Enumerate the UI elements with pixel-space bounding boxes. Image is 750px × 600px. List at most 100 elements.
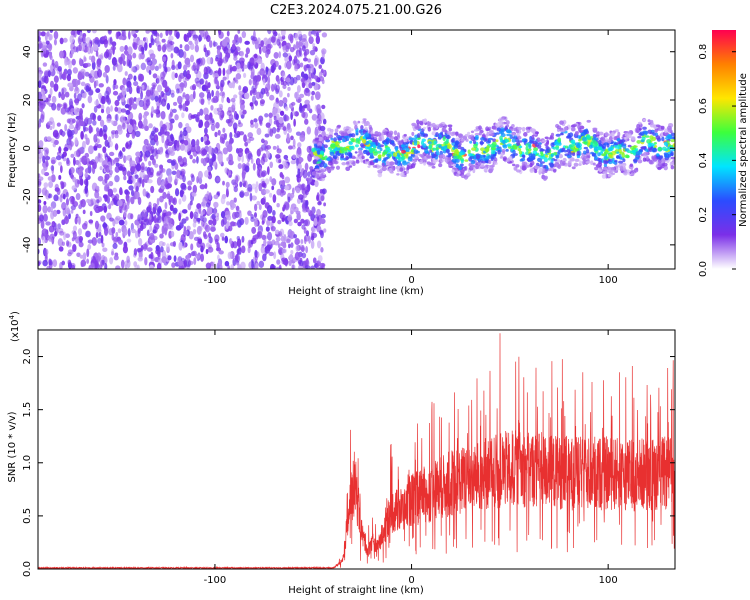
heatmap-cell: [128, 85, 133, 95]
heatmap-cell: [126, 238, 132, 243]
heatmap-cell: [394, 160, 398, 165]
heatmap-cell: [243, 164, 248, 171]
heatmap-cell: [149, 132, 155, 141]
heatmap-cell: [607, 139, 612, 144]
heatmap-cell: [80, 81, 86, 87]
heatmap-cell: [184, 93, 190, 101]
heatmap-cell: [517, 148, 522, 152]
heatmap-cell: [204, 224, 211, 233]
heatmap-cell: [75, 192, 81, 201]
heatmap-cell: [439, 154, 444, 158]
heatmap-cell: [284, 176, 291, 184]
heatmap-cell: [139, 224, 144, 232]
heatmap-cell: [173, 46, 180, 54]
heatmap-cell: [292, 138, 296, 148]
heatmap-cell: [225, 118, 231, 124]
heatmap-cell: [194, 68, 199, 75]
heatmap-cell: [616, 151, 620, 154]
heatmap-cell: [576, 151, 580, 156]
heatmap-cell: [311, 114, 318, 121]
heatmap-cell: [204, 183, 208, 190]
heatmap-cell: [102, 146, 107, 154]
heatmap-cell: [183, 80, 188, 88]
heatmap-cell: [406, 147, 410, 152]
heatmap-cell: [198, 207, 202, 215]
heatmap-cell: [266, 240, 273, 245]
heatmap-cell: [84, 185, 88, 194]
heatmap-cell: [154, 95, 159, 102]
heatmap-cell: [109, 217, 114, 222]
heatmap-cell: [258, 182, 263, 192]
heatmap-cell: [65, 107, 70, 113]
heatmap-cell: [219, 91, 225, 97]
heatmap-cell: [663, 141, 668, 146]
heatmap-cell: [435, 150, 440, 156]
heatmap-cell: [138, 237, 143, 247]
heatmap-cell: [411, 122, 417, 127]
heatmap-cell: [43, 85, 47, 91]
heatmap-cell: [256, 200, 261, 206]
heatmap-cell: [601, 174, 607, 179]
heatmap-cell: [48, 181, 54, 189]
heatmap-cell: [261, 182, 266, 188]
heatmap-cell: [248, 78, 252, 86]
heatmap-cell: [316, 208, 321, 217]
heatmap-cell: [439, 156, 443, 162]
heatmap-cell: [97, 237, 102, 244]
heatmap-cell: [201, 149, 208, 156]
heatmap-cell: [263, 37, 269, 46]
heatmap-cell: [95, 50, 99, 57]
snr-y-ticks: 0.00.51.01.52.0: [22, 349, 675, 577]
heatmap-cell: [251, 237, 257, 244]
heatmap-cell: [145, 30, 151, 34]
heatmap-cell: [315, 32, 320, 37]
heatmap-cell: [80, 262, 84, 268]
heatmap-cell: [562, 129, 566, 133]
heatmap-cell: [412, 137, 417, 141]
heatmap-cell: [639, 149, 643, 152]
heatmap-cell: [119, 189, 123, 196]
heatmap-cell: [303, 50, 307, 59]
heatmap-cell: [158, 63, 162, 69]
heatmap-cell: [111, 41, 117, 47]
heatmap-cell: [157, 212, 161, 221]
heatmap-cell: [243, 191, 250, 197]
heatmap-cell: [67, 262, 73, 269]
heatmap-cell: [539, 151, 544, 155]
heatmap-cell: [494, 123, 498, 128]
heatmap-cell: [389, 161, 395, 166]
heatmap-cell: [74, 97, 80, 106]
heatmap-cell: [616, 154, 620, 159]
heatmap-cell: [329, 151, 335, 156]
heatmap-cell: [243, 64, 248, 69]
heatmap-cell: [295, 40, 299, 50]
heatmap-cell: [502, 144, 508, 149]
heatmap-cell: [354, 124, 358, 130]
heatmap-cell: [594, 166, 599, 171]
heatmap-cell: [488, 159, 492, 165]
heatmap-cell: [83, 55, 86, 63]
heatmap-cell: [509, 145, 515, 150]
heatmap-cell: [175, 31, 180, 39]
heatmap-cell: [47, 121, 53, 126]
heatmap-cell: [229, 64, 233, 73]
heatmap-cell: [212, 95, 219, 104]
heatmap-cell: [154, 203, 158, 211]
heatmap-cell: [276, 203, 280, 208]
heatmap-cell: [176, 169, 180, 178]
heatmap-cell: [567, 160, 572, 166]
heatmap-cell: [228, 225, 233, 232]
heatmap-cell: [542, 167, 546, 173]
heatmap-cell: [393, 136, 398, 141]
heatmap-cell: [79, 31, 83, 39]
heatmap-cell: [464, 165, 468, 171]
heatmap-cell: [423, 118, 428, 124]
heatmap-cell: [110, 130, 117, 135]
heatmap-cell: [224, 167, 229, 174]
heatmap-cell: [251, 261, 255, 269]
heatmap-cell: [241, 245, 246, 254]
heatmap-x-ticks: -100 0 100: [204, 30, 618, 286]
heatmap-cell: [182, 92, 186, 98]
y-tick-label: 1.5: [22, 402, 33, 418]
y-tick-label: -20: [22, 188, 33, 204]
